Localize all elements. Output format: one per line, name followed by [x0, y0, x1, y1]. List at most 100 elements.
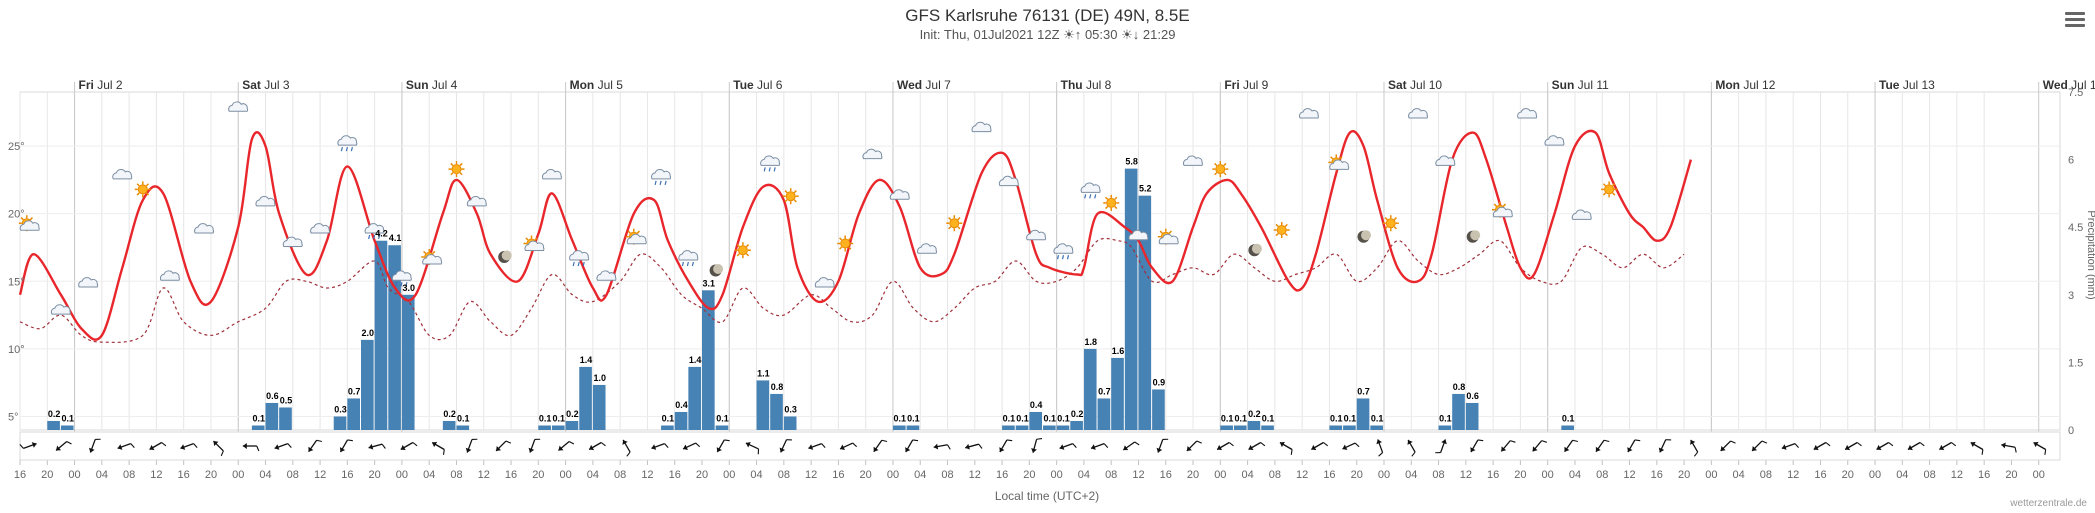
chart-menu-button[interactable] — [2065, 12, 2085, 28]
wind-arrow-head — [180, 444, 186, 450]
precip-bar — [1343, 425, 1356, 430]
wind-arrow — [839, 442, 858, 450]
sun-ray — [957, 226, 961, 230]
rain-drop — [773, 167, 776, 172]
x-tick-label: 08 — [614, 469, 626, 481]
sun-disc — [1215, 164, 1226, 175]
wind-arrow — [1122, 441, 1140, 451]
precip-value-label: 0.1 — [553, 413, 566, 423]
sun-disc — [840, 238, 851, 249]
moon-icon — [1248, 243, 1262, 257]
precip-bar — [1124, 168, 1138, 430]
day-label-date: Jul 7 — [925, 78, 951, 92]
wind-arrow-head — [1532, 446, 1538, 452]
sun-ray — [145, 192, 149, 196]
x-tick-label: 20 — [1187, 469, 1199, 481]
precip-bar — [1261, 425, 1274, 430]
x-tick-label: 20 — [1351, 469, 1363, 481]
rain-drop — [686, 261, 689, 267]
wind-arrow-barb — [161, 442, 167, 447]
day-label-dow: Tue — [1879, 78, 1903, 92]
cloud-shape — [1329, 159, 1350, 170]
rain-icon — [1053, 243, 1074, 260]
precip-bar — [265, 402, 279, 430]
wind-arrow — [682, 442, 701, 450]
wind-arrow-head — [1907, 444, 1913, 451]
wind-arrow-head — [558, 445, 564, 451]
wind-arrow-head — [1407, 439, 1413, 445]
cloud-shape — [569, 250, 590, 261]
sun-icon — [946, 215, 963, 232]
day-label: Sun Jul 11 — [1552, 78, 1609, 92]
precip-value-label: 3.1 — [703, 278, 716, 288]
x-tick-label: 04 — [1405, 469, 1417, 481]
wind-arrow-head — [339, 447, 346, 453]
cloud-shape — [1182, 155, 1203, 166]
x-tick-label: 04 — [914, 469, 926, 481]
wind-arrow — [873, 439, 888, 453]
wind-arrow — [1311, 441, 1329, 451]
wind-arrow-barb — [600, 442, 606, 447]
x-tick-label: 12 — [478, 469, 490, 481]
wind-row — [19, 431, 2061, 461]
x-tick-label: 12 — [805, 469, 817, 481]
precip-value-label: 0.3 — [784, 404, 797, 414]
sun-ray — [1612, 192, 1616, 196]
precip-bar — [1056, 425, 1070, 430]
precip-value-label: 1.4 — [580, 355, 593, 365]
x-tick-label: 16 — [832, 469, 844, 481]
wind-arrow-barb — [1693, 451, 1699, 457]
y-right-tick: 3 — [2068, 290, 2074, 302]
wind-arrow-barb — [19, 444, 24, 449]
cloud-icon — [814, 277, 835, 288]
sun-ray — [1284, 233, 1288, 237]
precip-bar — [442, 420, 456, 430]
wind-arrow-barb — [1572, 439, 1578, 443]
wind-arrow — [465, 438, 478, 453]
x-tick-label: 00 — [559, 469, 571, 481]
x-tick-label: 08 — [1269, 469, 1281, 481]
precip-bar — [1370, 425, 1383, 430]
wind-arrow-barb — [881, 439, 888, 443]
chart-subtitle: Init: Thu, 01Jul2021 12Z ☀︎↑ 05:30 ☀︎↓ 2… — [0, 27, 2095, 43]
rain-icon — [678, 250, 699, 267]
wind-arrow — [1532, 440, 1547, 452]
wind-arrow-head — [1627, 447, 1633, 453]
cloud-shape — [541, 169, 562, 180]
sun-icon — [134, 181, 151, 198]
precip-bar — [60, 425, 74, 430]
precip-bar — [1356, 398, 1370, 430]
sunset-icon: ☀︎↓ — [1121, 27, 1140, 42]
precip-bar — [702, 290, 715, 430]
moon-icon — [1466, 230, 1481, 243]
wind-arrow — [1564, 439, 1578, 453]
x-tick-label: 16 — [14, 469, 26, 481]
wind-arrow — [933, 443, 951, 450]
x-tick-label: 20 — [205, 469, 217, 481]
wind-arrow — [212, 440, 224, 457]
wind-arrow-head — [1470, 447, 1476, 453]
wind-arrow-barb — [978, 443, 983, 449]
wind-arrow-head — [1690, 439, 1696, 445]
rain-drop — [340, 146, 343, 152]
wind-arrow-head — [400, 444, 406, 451]
precip-value-label: 0.2 — [1071, 409, 1084, 419]
sun-ray — [459, 162, 463, 167]
wind-arrow — [528, 438, 541, 453]
cloud-shape — [678, 250, 699, 261]
sun-ray — [848, 246, 852, 250]
wind-arrow-barb — [1634, 439, 1641, 442]
wind-arrow-barb — [786, 439, 792, 441]
wind-arrow — [1376, 439, 1384, 457]
sun-ray — [136, 183, 140, 187]
cloud-shape — [391, 270, 412, 281]
sun-disc — [785, 191, 796, 202]
dewpoint-series-line — [19, 237, 1685, 343]
precip-value-label: 0.8 — [1453, 382, 1466, 392]
wind-arrow-head — [1845, 444, 1851, 451]
wind-arrow-head — [1752, 446, 1757, 451]
rain-drop — [691, 261, 694, 267]
sun-cloud-icon — [625, 228, 647, 245]
precip-bar — [1465, 402, 1479, 430]
moon-icon — [709, 264, 724, 277]
